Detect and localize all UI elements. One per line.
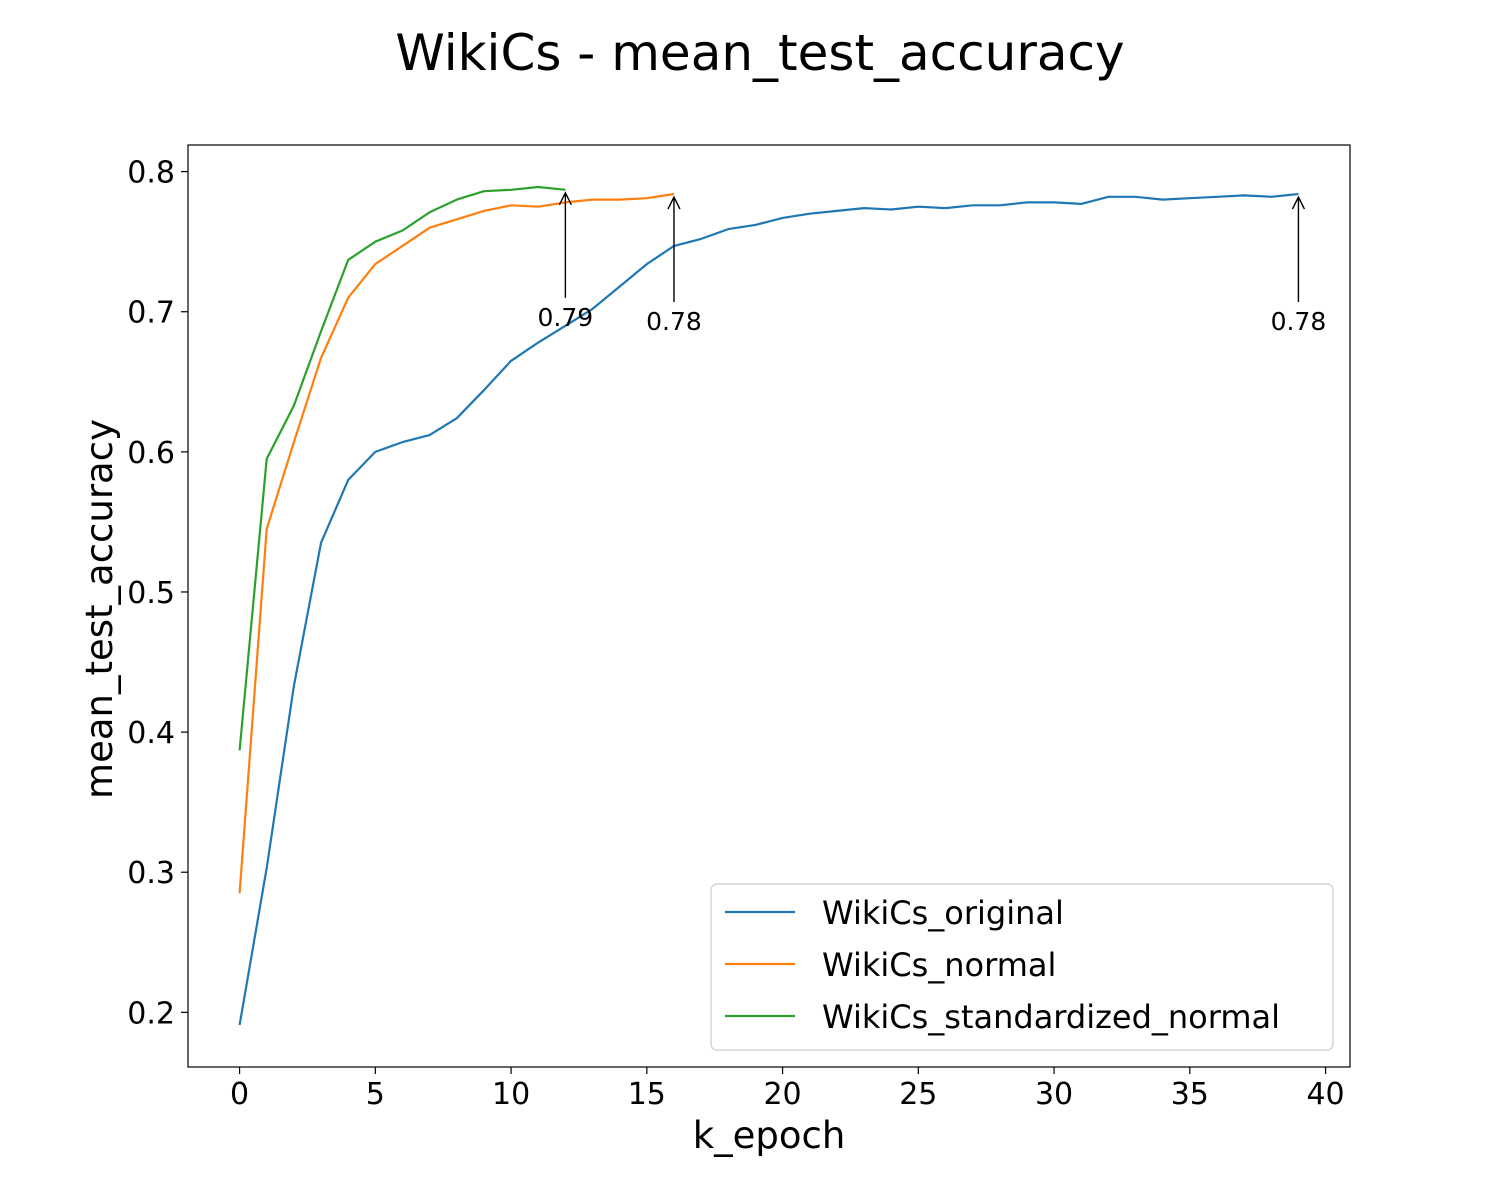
series-lines <box>238 185 1299 1026</box>
annotation-arrowhead <box>1291 195 1306 210</box>
legend-label: WikiCs_original <box>822 894 1064 932</box>
chart-title: WikiCs - mean_test_accuracy <box>395 24 1124 82</box>
y-axis: 0.2 0.3 0.4 0.5 0.6 0.7 0.8 <box>127 156 188 1031</box>
y-tick-label: 0.6 <box>127 436 175 471</box>
annotation-arrowhead <box>558 191 573 206</box>
plot-area-frame <box>187 144 1351 1068</box>
y-tick-label: 0.5 <box>127 576 175 611</box>
series-line-WikiCs_normal <box>238 192 675 894</box>
legend-label: WikiCs_normal <box>822 946 1056 984</box>
x-axis-label: k_epoch <box>693 1114 846 1157</box>
y-tick-label: 0.7 <box>127 296 175 331</box>
x-tick-label: 20 <box>763 1077 801 1112</box>
annotation-2: 0.78 <box>1271 195 1327 336</box>
y-axis-label: mean_test_accuracy <box>78 419 121 799</box>
y-tick-label: 0.8 <box>127 156 175 191</box>
annotation-0: 0.79 <box>538 191 594 332</box>
y-tick-label: 0.4 <box>127 716 175 751</box>
x-tick-label: 5 <box>366 1077 385 1112</box>
y-tick-label: 0.3 <box>127 856 175 891</box>
annotation-arrowhead <box>667 195 681 210</box>
y-tick-label: 0.2 <box>127 996 175 1031</box>
annotation-1: 0.78 <box>646 195 702 336</box>
annotations: 0.79 0.78 0.78 <box>538 191 1327 336</box>
x-tick-label: 35 <box>1171 1077 1209 1112</box>
legend-box <box>710 883 1334 1051</box>
x-tick-label: 25 <box>899 1077 937 1112</box>
x-tick-label: 15 <box>628 1077 666 1112</box>
annotation-label: 0.78 <box>646 307 702 336</box>
x-tick-label: 0 <box>230 1077 249 1112</box>
x-tick-label: 10 <box>492 1077 530 1112</box>
series-line-WikiCs_original <box>238 192 1299 1026</box>
series-line-WikiCs_standardized_normal <box>238 185 566 751</box>
annotation-label: 0.78 <box>1271 307 1327 336</box>
x-tick-label: 30 <box>1035 1077 1073 1112</box>
legend-label: WikiCs_standardized_normal <box>822 998 1280 1036</box>
legend: WikiCs_original WikiCs_normal WikiCs_stand… <box>710 883 1334 1051</box>
annotation-label: 0.79 <box>538 303 594 332</box>
x-axis: 0 5 10 15 20 25 30 35 40 <box>230 1067 1345 1112</box>
x-tick-label: 40 <box>1306 1077 1344 1112</box>
